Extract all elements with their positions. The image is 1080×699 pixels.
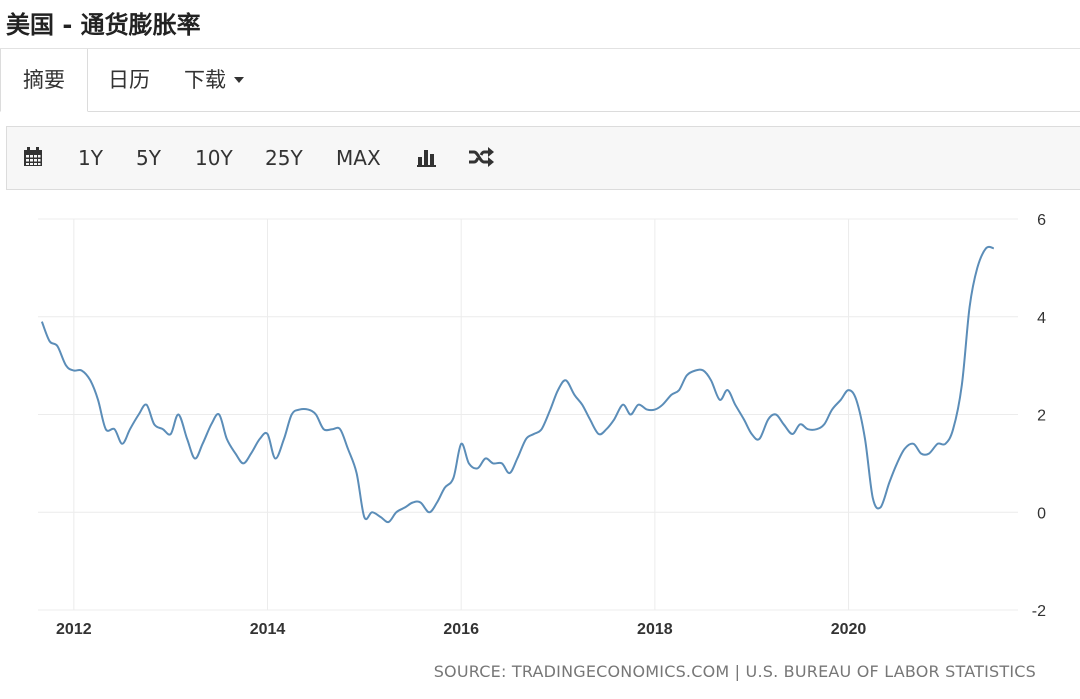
tab-bar: 摘要 日历 下载 xyxy=(0,49,1080,112)
y-tick-label: 6 xyxy=(1037,212,1046,229)
tab-summary[interactable]: 摘要 xyxy=(0,49,88,112)
x-tick-label: 2012 xyxy=(56,621,92,638)
x-tick-label: 2014 xyxy=(250,621,286,638)
bar-chart-icon[interactable] xyxy=(415,146,437,172)
y-tick-label: 4 xyxy=(1037,310,1046,327)
range-max-button[interactable]: MAX xyxy=(336,146,381,170)
x-tick-label: 2020 xyxy=(831,621,867,638)
x-axis-ticks: 2012 2014 2016 2018 2020 xyxy=(56,621,866,638)
range-1y-button[interactable]: 1Y xyxy=(78,146,103,170)
chart-toolbar: 1Y 5Y 10Y 25Y MAX xyxy=(6,126,1080,190)
x-tick-label: 2016 xyxy=(443,621,479,638)
tab-calendar[interactable]: 日历 xyxy=(86,49,172,111)
source-note: SOURCE: TRADINGECONOMICS.COM | U.S. BURE… xyxy=(433,662,1036,681)
shuffle-icon[interactable] xyxy=(468,146,494,172)
inflation-line-chart: 2012 2014 2016 2018 2020 6 4 2 0 -2 xyxy=(38,212,1046,638)
calendar-icon[interactable] xyxy=(22,146,44,172)
y-tick-label: -2 xyxy=(1032,603,1046,620)
range-25y-button[interactable]: 25Y xyxy=(265,146,303,170)
range-10y-button[interactable]: 10Y xyxy=(195,146,233,170)
inflation-series-line xyxy=(40,245,995,524)
caret-down-icon xyxy=(234,76,244,83)
page-title: 美国 - 通货膨胀率 xyxy=(6,11,201,39)
x-tick-label: 2018 xyxy=(637,621,673,638)
tab-download-label: 下载 xyxy=(184,68,226,92)
tab-summary-label: 摘要 xyxy=(23,68,65,92)
y-tick-label: 0 xyxy=(1037,505,1046,522)
y-axis-ticks: 6 4 2 0 -2 xyxy=(1032,212,1046,620)
title-bar: 美国 - 通货膨胀率 xyxy=(0,0,1080,49)
range-5y-button[interactable]: 5Y xyxy=(136,146,161,170)
chart-gridlines xyxy=(38,218,1018,611)
y-tick-label: 2 xyxy=(1037,408,1046,425)
tab-calendar-label: 日历 xyxy=(108,68,150,92)
tab-download[interactable]: 下载 xyxy=(162,49,266,111)
